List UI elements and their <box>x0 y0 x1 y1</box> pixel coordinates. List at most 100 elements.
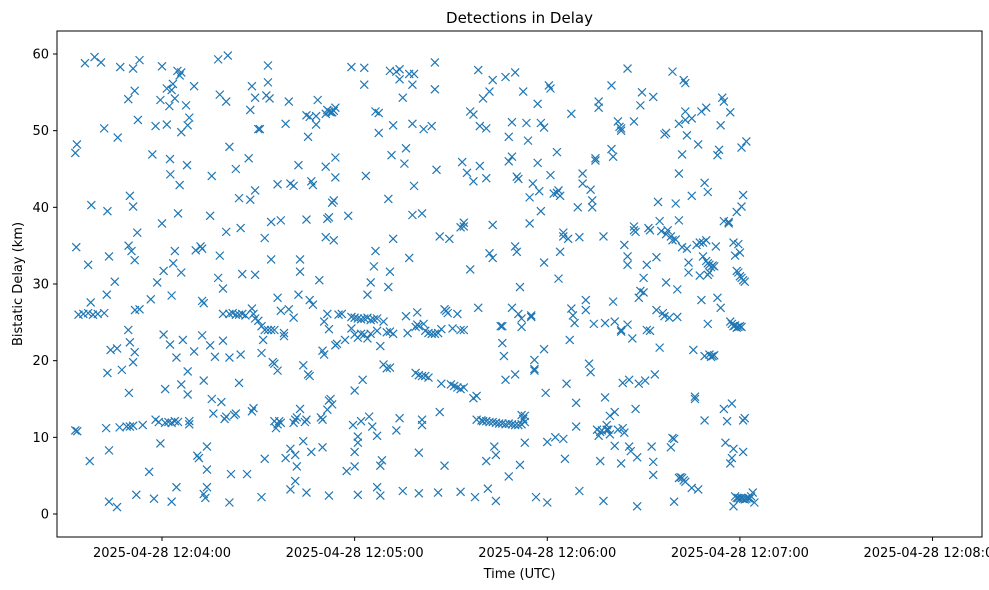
data-point <box>70 426 80 435</box>
data-point <box>584 359 594 369</box>
data-point <box>653 197 663 207</box>
data-point <box>616 123 626 133</box>
data-point <box>265 94 274 103</box>
data-point <box>491 496 501 506</box>
data-point <box>526 311 536 320</box>
data-point <box>542 437 552 447</box>
data-point <box>435 407 445 417</box>
data-point <box>326 394 335 404</box>
x-axis: 2025-04-28 12:04:00 2025-04-28 12:05:00 20… <box>93 537 989 561</box>
data-point <box>600 393 610 402</box>
data-point <box>221 412 231 422</box>
data-point <box>432 165 441 175</box>
data-points <box>70 51 759 512</box>
data-point <box>221 227 231 237</box>
data-point <box>266 255 276 264</box>
data-point <box>213 273 223 283</box>
data-point <box>369 314 379 324</box>
data-point <box>242 469 252 479</box>
data-point <box>605 429 615 439</box>
data-point <box>709 261 719 271</box>
data-point <box>589 319 599 329</box>
data-point <box>375 491 385 501</box>
data-point <box>587 202 597 212</box>
data-point <box>560 454 570 464</box>
data-point <box>558 232 568 241</box>
data-point <box>157 219 167 228</box>
data-point <box>359 80 369 90</box>
data-point <box>473 303 483 313</box>
x-axis-label: Time (UTC) <box>483 567 556 582</box>
data-point <box>711 242 721 251</box>
data-point <box>305 371 315 381</box>
data-point <box>253 316 263 326</box>
data-point <box>456 487 466 497</box>
data-point <box>599 232 608 241</box>
data-point <box>518 87 528 96</box>
data-point <box>130 255 140 265</box>
data-point <box>90 52 99 62</box>
data-point <box>102 368 112 378</box>
data-point <box>504 132 514 142</box>
data-point <box>237 269 247 279</box>
data-point <box>504 472 514 481</box>
data-point <box>525 192 535 202</box>
data-point <box>591 156 600 165</box>
data-point <box>321 232 331 242</box>
data-point <box>295 267 305 277</box>
data-point <box>690 392 700 402</box>
data-point <box>738 447 748 457</box>
data-point <box>719 404 729 414</box>
data-point <box>427 121 437 131</box>
data-point <box>266 217 276 227</box>
data-point <box>224 353 234 363</box>
data-point <box>624 442 634 451</box>
data-point <box>383 282 393 292</box>
y-tick-label: 50 <box>32 124 49 139</box>
data-point <box>334 310 344 320</box>
data-point <box>281 453 291 463</box>
data-point <box>591 153 600 163</box>
data-point <box>497 338 507 348</box>
data-point <box>245 195 255 205</box>
data-point <box>473 65 483 75</box>
data-point <box>459 383 469 392</box>
data-point <box>714 145 724 155</box>
data-point <box>488 75 498 85</box>
data-point <box>523 136 533 146</box>
data-point <box>183 366 193 376</box>
data-point <box>719 97 729 106</box>
data-point <box>680 78 690 88</box>
data-point <box>132 228 142 238</box>
data-point <box>419 124 429 134</box>
data-point <box>652 305 661 315</box>
data-point <box>350 447 360 457</box>
data-point <box>407 210 417 220</box>
data-point <box>99 308 109 318</box>
data-point <box>642 260 652 270</box>
data-point <box>176 268 186 277</box>
data-point <box>162 120 172 129</box>
data-point <box>343 211 353 221</box>
data-point <box>722 416 732 426</box>
data-point <box>224 498 234 507</box>
data-point <box>207 394 217 404</box>
data-point <box>660 311 669 321</box>
data-point <box>86 297 96 307</box>
data-point <box>104 445 114 455</box>
data-point <box>542 498 552 507</box>
chart-title: Detections in Delay <box>446 9 593 27</box>
data-point <box>199 376 209 386</box>
data-point <box>497 419 507 428</box>
data-point <box>517 322 527 332</box>
data-point <box>695 271 705 280</box>
data-point <box>245 105 255 115</box>
data-point <box>128 421 138 431</box>
data-point <box>253 124 263 134</box>
data-point <box>740 413 750 423</box>
data-point <box>348 420 358 430</box>
data-point <box>703 187 713 197</box>
data-point <box>713 150 722 160</box>
data-point <box>716 303 726 313</box>
data-point <box>236 350 246 359</box>
